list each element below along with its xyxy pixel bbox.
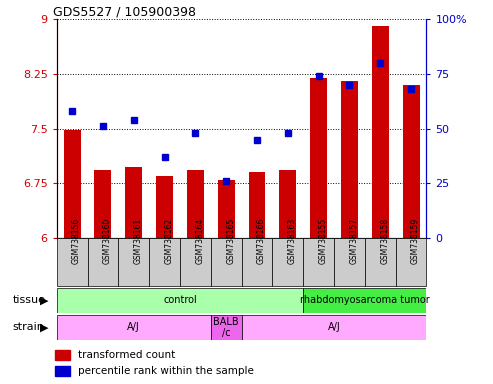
Bar [95, 170, 111, 238]
Text: GSM738158: GSM738158 [380, 217, 389, 263]
FancyBboxPatch shape [88, 238, 118, 286]
FancyBboxPatch shape [211, 238, 242, 286]
Text: BALB
/c: BALB /c [213, 316, 239, 338]
Text: percentile rank within the sample: percentile rank within the sample [78, 366, 254, 376]
Text: GSM738162: GSM738162 [165, 217, 174, 263]
Text: rhabdomyosarcoma tumor: rhabdomyosarcoma tumor [300, 295, 430, 306]
FancyBboxPatch shape [149, 238, 180, 286]
Text: GSM738156: GSM738156 [72, 217, 81, 263]
Bar [187, 170, 204, 238]
Text: transformed count: transformed count [78, 350, 175, 360]
FancyBboxPatch shape [242, 315, 426, 340]
Bar [55, 351, 70, 360]
FancyBboxPatch shape [395, 238, 426, 286]
FancyBboxPatch shape [334, 238, 365, 286]
FancyBboxPatch shape [180, 238, 211, 286]
FancyBboxPatch shape [365, 238, 395, 286]
FancyBboxPatch shape [57, 288, 303, 313]
Text: tissue: tissue [12, 295, 45, 306]
Text: ▶: ▶ [40, 322, 49, 333]
FancyBboxPatch shape [272, 238, 303, 286]
Text: GSM738159: GSM738159 [411, 217, 420, 263]
Text: GSM738166: GSM738166 [257, 217, 266, 263]
Text: strain: strain [12, 322, 44, 333]
Bar [248, 172, 265, 238]
Text: GSM738161: GSM738161 [134, 217, 143, 263]
Text: GSM738165: GSM738165 [226, 217, 235, 263]
Bar [156, 176, 173, 238]
Text: GSM738155: GSM738155 [318, 217, 328, 263]
Bar [125, 167, 142, 238]
Text: A/J: A/J [127, 322, 140, 333]
Bar [403, 85, 420, 238]
Bar [280, 170, 296, 238]
Text: GSM738164: GSM738164 [195, 217, 205, 263]
FancyBboxPatch shape [57, 315, 211, 340]
Bar [218, 180, 235, 238]
FancyBboxPatch shape [303, 288, 426, 313]
FancyBboxPatch shape [303, 238, 334, 286]
Bar [64, 130, 80, 238]
Bar [372, 26, 388, 238]
Bar [341, 81, 358, 238]
Text: ▶: ▶ [40, 295, 49, 306]
Text: GDS5527 / 105900398: GDS5527 / 105900398 [53, 5, 196, 18]
Text: GSM738160: GSM738160 [103, 217, 112, 263]
Bar [55, 366, 70, 376]
Bar [310, 78, 327, 238]
FancyBboxPatch shape [242, 238, 272, 286]
Text: GSM738163: GSM738163 [288, 217, 297, 263]
Text: control: control [163, 295, 197, 306]
FancyBboxPatch shape [211, 315, 242, 340]
Text: GSM738157: GSM738157 [350, 217, 358, 263]
Text: A/J: A/J [328, 322, 340, 333]
FancyBboxPatch shape [57, 238, 88, 286]
FancyBboxPatch shape [118, 238, 149, 286]
